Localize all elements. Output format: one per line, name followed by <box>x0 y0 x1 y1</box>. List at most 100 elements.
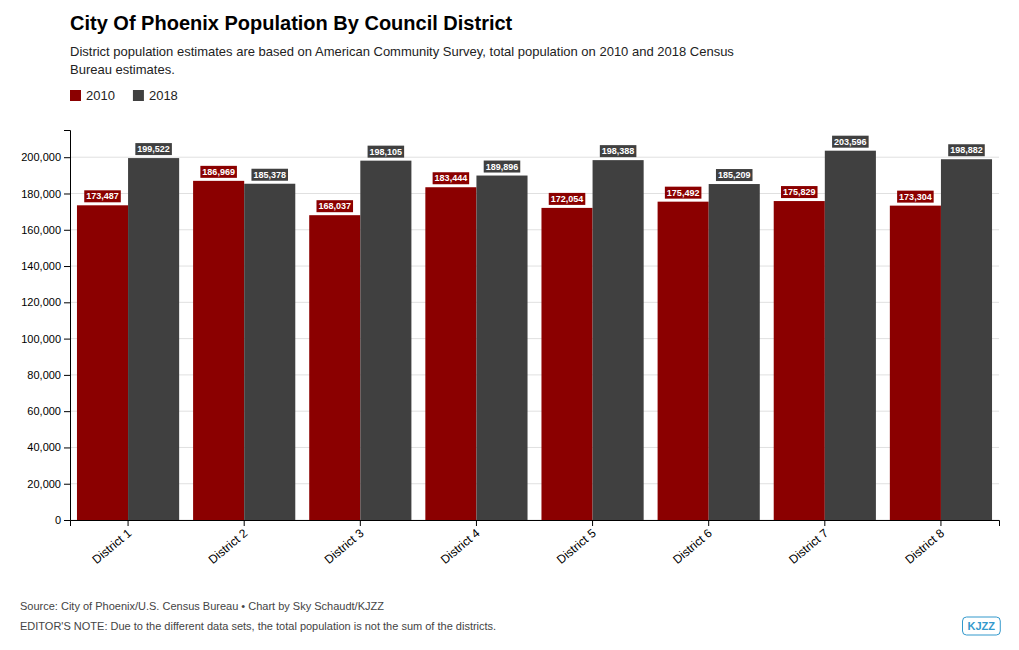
y-tick-label: 200,000 <box>21 151 61 163</box>
data-label: 199,522 <box>137 144 170 154</box>
bar <box>825 151 876 520</box>
data-label-box <box>781 186 818 198</box>
data-label: 173,487 <box>86 191 119 201</box>
data-labels: 173,487 186,969 168,037 183,444 172,054 175,4… <box>84 136 985 213</box>
y-tick: 140,000 <box>21 260 70 272</box>
y-tick-mark <box>64 339 70 340</box>
bar <box>128 158 179 520</box>
data-label-group: 189,896 <box>484 161 521 173</box>
data-label: 172,054 <box>551 194 584 204</box>
badge-text: KJZZ <box>968 620 996 632</box>
data-label: 183,444 <box>435 173 468 183</box>
subtitle-line: Bureau estimates. <box>70 62 175 77</box>
y-tick-mark <box>64 266 70 267</box>
x-tick-mark <box>940 520 941 526</box>
data-label: 173,304 <box>899 192 932 202</box>
data-label: 198,388 <box>602 146 635 156</box>
data-label: 198,882 <box>950 145 983 155</box>
data-label-group: 172,054 <box>549 193 586 205</box>
y-tick-mark <box>64 411 70 412</box>
x-tick: District 6 <box>670 520 715 567</box>
data-label-box <box>368 146 405 158</box>
y-tick-label: 40,000 <box>27 441 61 453</box>
y-tick-mark <box>64 302 70 303</box>
x-tick: District 3 <box>322 520 367 567</box>
y-tick-label: 20,000 <box>27 478 61 490</box>
subtitle-line: District population estimates are based … <box>70 44 734 59</box>
bar <box>309 215 360 520</box>
y-tick: 80,000 <box>27 369 70 381</box>
y-tick-mark <box>64 157 70 158</box>
x-tick: District 2 <box>206 520 251 567</box>
x-tick-mark <box>824 520 825 526</box>
title: City Of Phoenix Population By Council Di… <box>70 12 513 34</box>
data-label-group: 185,378 <box>251 169 288 181</box>
badge-box <box>963 617 1001 635</box>
data-label-box <box>600 145 637 157</box>
legend-label: 2010 <box>86 88 115 103</box>
bar <box>193 181 244 520</box>
data-label: 175,829 <box>783 187 816 197</box>
y-tick-mark <box>64 484 70 485</box>
data-label-box <box>84 190 121 202</box>
x-tick-mark <box>244 520 245 526</box>
bar <box>658 202 709 520</box>
x-tick-mark <box>592 520 593 526</box>
x-tick-mark <box>360 520 361 526</box>
data-label-group: 198,388 <box>600 145 637 157</box>
editor-note: EDITOR'S NOTE: Due to the different data… <box>20 620 496 632</box>
data-label-group: 185,209 <box>716 169 753 181</box>
data-label-group: 175,829 <box>781 186 818 198</box>
bar <box>77 205 128 520</box>
source: Source: City of Phoenix/U.S. Census Bure… <box>20 600 384 612</box>
y-tick-label: 120,000 <box>21 296 61 308</box>
y-tick-label: 160,000 <box>21 224 61 236</box>
y-tick-mark <box>64 230 70 231</box>
data-label-group: 173,487 <box>84 190 121 202</box>
data-label: 186,969 <box>202 167 235 177</box>
badge: KJZZ <box>963 617 1001 635</box>
series-bars <box>128 151 992 520</box>
y-tick: 120,000 <box>21 296 70 308</box>
data-label: 203,596 <box>834 137 867 147</box>
y-tick: 0 <box>55 514 70 526</box>
x-tick: District 4 <box>438 520 483 567</box>
y-tick-mark <box>64 447 70 448</box>
data-label-box <box>433 172 470 184</box>
bar <box>890 206 941 520</box>
y-tick-mark <box>64 193 70 194</box>
data-label-box <box>716 169 753 181</box>
data-label: 168,037 <box>318 201 351 211</box>
data-label-group: 173,304 <box>897 191 934 203</box>
bar <box>476 176 527 520</box>
x-tick-mark <box>476 520 477 526</box>
legend: 2010 2018 <box>70 88 178 103</box>
y-tick-label: 60,000 <box>27 405 61 417</box>
data-label-group: 175,492 <box>665 187 702 199</box>
data-label-box <box>135 143 172 155</box>
bars <box>77 151 992 520</box>
y-tick: 40,000 <box>27 441 70 453</box>
x-tick-label: District 5 <box>554 526 599 567</box>
data-label-box <box>665 187 702 199</box>
x-tick-label: District 7 <box>786 526 831 567</box>
legend-label: 2018 <box>149 88 178 103</box>
data-label-box <box>316 200 353 212</box>
data-label-group: 198,105 <box>368 146 405 158</box>
y-tick-label: 0 <box>55 514 61 526</box>
data-label-group: 168,037 <box>316 200 353 212</box>
x-tick-label: District 8 <box>902 526 947 567</box>
data-label-group: 198,882 <box>948 144 985 156</box>
data-label: 185,209 <box>718 170 751 180</box>
subtitle: District population estimates are based … <box>70 44 734 77</box>
data-label-box <box>251 169 288 181</box>
legend-swatch <box>133 90 144 101</box>
x-tick: District 8 <box>902 520 947 567</box>
y-tick: 20,000 <box>27 478 70 490</box>
data-label-group: 183,444 <box>433 172 470 184</box>
data-label-box <box>549 193 586 205</box>
x-axis: District 1District 2District 3District 4… <box>71 520 1000 567</box>
bar <box>709 184 760 520</box>
y-tick-label: 180,000 <box>21 188 61 200</box>
data-label: 189,896 <box>486 162 519 172</box>
